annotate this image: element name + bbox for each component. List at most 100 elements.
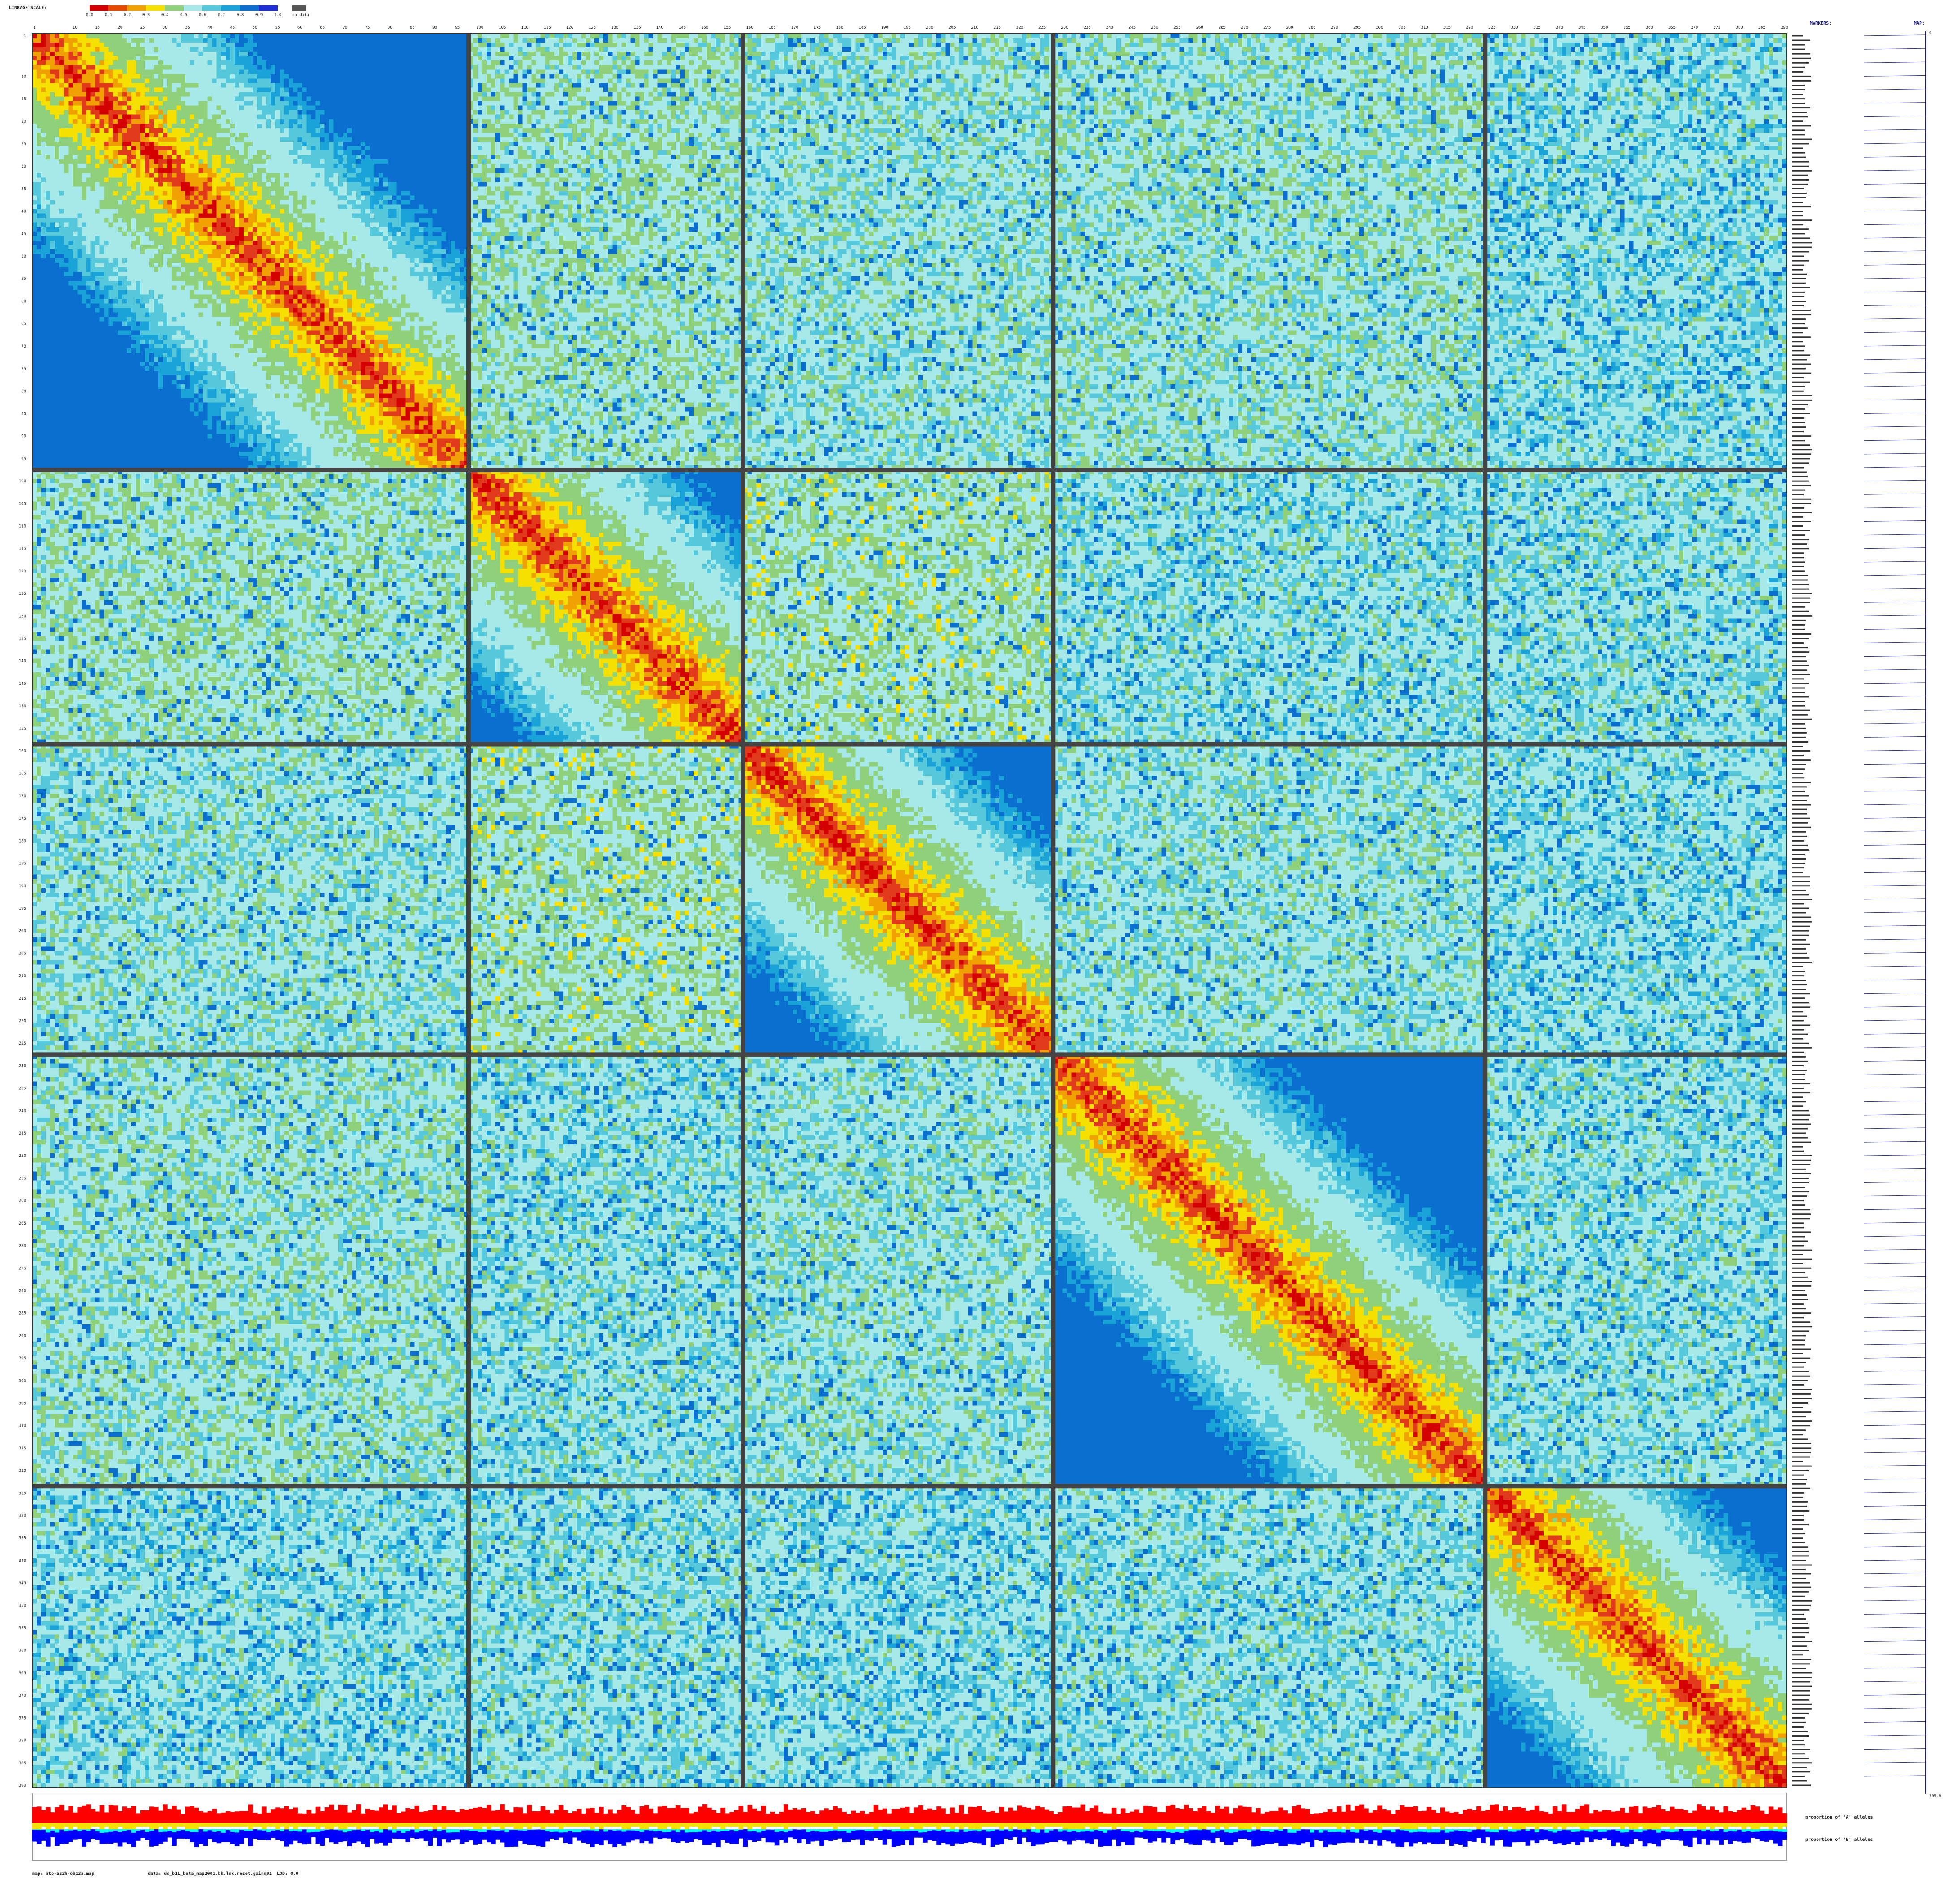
proportion-het-bar <box>1292 1823 1297 1829</box>
proportion-b-bar <box>239 1829 244 1844</box>
proportion-b-missing-bar <box>212 1829 217 1832</box>
proportion-b-missing-bar <box>698 1829 703 1832</box>
proportion-b-missing-bar <box>77 1829 82 1831</box>
map-connector <box>1864 399 1926 400</box>
proportion-b-missing-bar <box>145 1829 150 1832</box>
proportion-a-bar <box>883 1809 887 1823</box>
proportion-a-bar <box>559 1805 564 1823</box>
map-connector <box>1864 1276 1926 1277</box>
x-tick-label: 20 <box>117 26 122 30</box>
proportion-b-bar <box>356 1829 361 1841</box>
proportion-a-bar <box>212 1809 217 1823</box>
proportion-b-missing-bar <box>1049 1829 1054 1831</box>
map-connector <box>1864 345 1926 346</box>
proportion-het-bar <box>1337 1823 1342 1829</box>
proportion-a-bar <box>1220 1809 1225 1823</box>
proportion-b-missing-bar <box>1391 1829 1396 1832</box>
proportion-a-bar <box>1719 1812 1724 1823</box>
map-connector <box>1864 1101 1926 1102</box>
x-tick-label: 60 <box>297 26 302 30</box>
proportion-b-missing-bar <box>874 1829 879 1831</box>
proportion-a-bar <box>275 1807 280 1823</box>
proportion-b-bar <box>1017 1829 1022 1844</box>
proportion-b-missing-bar <box>136 1829 141 1831</box>
map-connector <box>1864 129 1926 130</box>
proportion-het-bar <box>495 1823 500 1827</box>
proportion-b-bar <box>883 1829 887 1845</box>
proportion-b-missing-bar <box>608 1829 613 1830</box>
proportion-a-bar <box>748 1805 753 1823</box>
proportion-het-bar <box>1247 1823 1252 1829</box>
x-tick-label: 70 <box>342 26 347 30</box>
proportion-b-missing-bar <box>1328 1829 1333 1832</box>
proportion-a-bar <box>1490 1805 1495 1823</box>
proportion-a-bar <box>1449 1813 1454 1823</box>
map-connector <box>1864 507 1926 508</box>
map-connector <box>1864 1762 1926 1763</box>
proportion-a-bar <box>1580 1806 1585 1823</box>
proportion-het-bar <box>1386 1823 1391 1827</box>
proportion-het-bar <box>212 1823 217 1827</box>
proportion-het-bar <box>460 1823 465 1827</box>
proportion-b-missing-bar <box>1562 1829 1567 1830</box>
proportion-het-bar <box>1620 1823 1625 1829</box>
proportion-a-bar <box>1584 1804 1589 1823</box>
legend-tick-label: 1.0 <box>274 13 281 17</box>
proportion-het-bar <box>504 1823 509 1827</box>
x-tick-label: 240 <box>1106 26 1113 30</box>
proportion-b-missing-bar <box>104 1829 109 1832</box>
proportion-b-missing-bar <box>1742 1829 1747 1832</box>
proportion-het-bar <box>1269 1823 1274 1827</box>
proportion-het-bar <box>698 1823 703 1829</box>
proportion-b-missing-bar <box>689 1829 694 1832</box>
proportion-het-bar <box>1512 1823 1517 1829</box>
proportion-het-bar <box>1189 1823 1193 1827</box>
proportion-a-bar <box>977 1806 982 1823</box>
proportion-het-bar <box>1332 1823 1337 1827</box>
proportion-a-bar <box>1499 1811 1503 1823</box>
y-tick-label: 270 <box>19 1244 26 1248</box>
y-tick-label: 300 <box>19 1379 26 1383</box>
y-tick-label: 40 <box>21 210 26 214</box>
y-tick-label: 225 <box>19 1041 26 1046</box>
proportion-het-bar <box>482 1823 487 1827</box>
y-axis-tick-labels: 1101520253035404550556065707580859095100… <box>19 34 26 1788</box>
proportion-a-bar <box>46 1807 51 1823</box>
proportion-het-bar <box>927 1823 932 1827</box>
proportion-b-bar <box>1521 1829 1526 1842</box>
proportion-het-bar <box>1526 1823 1531 1827</box>
proportion-het-bar <box>527 1823 532 1829</box>
proportion-b-missing-bar <box>1503 1829 1508 1830</box>
proportion-het-bar <box>1467 1823 1472 1827</box>
proportion-b-missing-bar <box>473 1829 478 1831</box>
proportion-b-bar <box>1026 1829 1031 1842</box>
map-connector <box>1864 1236 1926 1237</box>
y-tick-label: 290 <box>19 1334 26 1338</box>
x-tick-label: 170 <box>791 26 798 30</box>
proportion-a-bar <box>154 1807 159 1823</box>
proportion-b-bar <box>347 1829 352 1846</box>
proportion-het-bar <box>1229 1823 1234 1827</box>
footer: map: atb-a22h-ob12a.map data: ds_b1L_bet… <box>32 1871 298 1876</box>
proportion-het-bar <box>905 1823 910 1829</box>
proportion-b-bar <box>140 1829 145 1838</box>
x-tick-label: 245 <box>1129 26 1136 30</box>
proportion-b-bar <box>86 1829 91 1842</box>
proportion-a-bar <box>968 1807 973 1823</box>
proportion-b-missing-bar <box>788 1829 793 1831</box>
proportion-b-bar <box>361 1829 366 1844</box>
proportion-het-bar <box>1445 1823 1450 1827</box>
proportion-a-bar <box>1679 1809 1684 1823</box>
proportion-het-bar <box>194 1823 199 1829</box>
y-tick-label: 250 <box>19 1154 26 1158</box>
proportion-a-bar <box>343 1805 348 1823</box>
proportion-b-bar <box>630 1829 635 1840</box>
y-tick-label: 130 <box>19 614 26 619</box>
x-tick-label: 290 <box>1331 26 1338 30</box>
proportion-a-bar <box>837 1808 842 1823</box>
proportion-b-bar <box>1562 1829 1567 1845</box>
proportion-b-missing-bar <box>1571 1829 1576 1832</box>
proportion-b-missing-bar <box>275 1829 280 1830</box>
proportion-b-missing-bar <box>374 1829 379 1831</box>
proportion-b-missing-bar <box>280 1829 284 1831</box>
